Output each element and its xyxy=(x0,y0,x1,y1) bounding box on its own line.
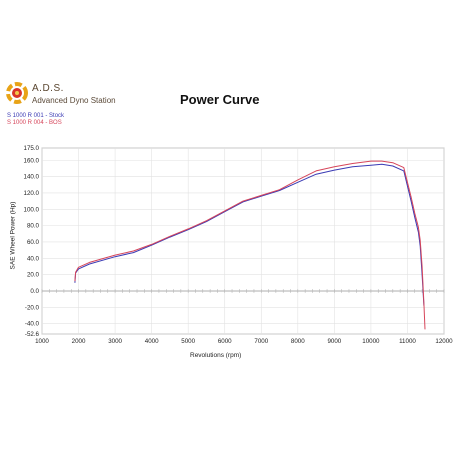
x-tick-label: 1000 xyxy=(35,338,49,345)
y-axis-label: SAE Wheel Power (Hp) xyxy=(9,201,17,270)
brand-subtitle: Advanced Dyno Station xyxy=(32,96,116,105)
y-tick-label: 140.0 xyxy=(24,174,40,181)
series-line-1 xyxy=(74,160,426,330)
x-tick-label: 6000 xyxy=(218,338,232,345)
x-tick-label: 11000 xyxy=(399,338,416,345)
legend-entry-bos: S 1000 R 004 - BOS xyxy=(7,120,62,126)
x-tick-label: 8000 xyxy=(291,338,305,345)
x-tick-label: 9000 xyxy=(327,338,341,345)
x-tick-label: 2000 xyxy=(72,338,86,345)
plot-area xyxy=(41,147,445,335)
y-tick-label: -20.0 xyxy=(25,304,40,311)
y-tick-label: 0.0 xyxy=(30,288,39,295)
brand-name: A.D.S. xyxy=(32,83,64,94)
y-tick-label: 120.0 xyxy=(24,190,40,197)
legend-entry-stock: S 1000 R 001 - Stock xyxy=(7,113,65,119)
x-tick-label: 3000 xyxy=(108,338,122,345)
x-tick-label: 4000 xyxy=(145,338,159,345)
y-tick-label: 175.0 xyxy=(24,145,40,152)
y-tick-label: 160.0 xyxy=(24,157,40,164)
y-tick-label: 80.0 xyxy=(27,223,40,230)
chart-title: Power Curve xyxy=(180,92,260,107)
ads-logo xyxy=(6,82,28,104)
x-tick-label: 5000 xyxy=(181,338,195,345)
y-tick-label: 100.0 xyxy=(24,206,40,213)
y-tick-label: 60.0 xyxy=(27,239,40,246)
y-tick-label: 40.0 xyxy=(27,255,40,262)
x-axis-label: Revolutions (rpm) xyxy=(190,352,242,359)
x-tick-label: 10000 xyxy=(362,338,380,345)
y-tick-label: 20.0 xyxy=(27,272,40,279)
y-tick-label: -40.0 xyxy=(25,321,40,328)
x-tick-label: 12000 xyxy=(435,338,453,345)
x-tick-label: 7000 xyxy=(254,338,268,345)
y-tick-label: -52.6 xyxy=(25,331,40,338)
series-line-0 xyxy=(74,163,425,306)
